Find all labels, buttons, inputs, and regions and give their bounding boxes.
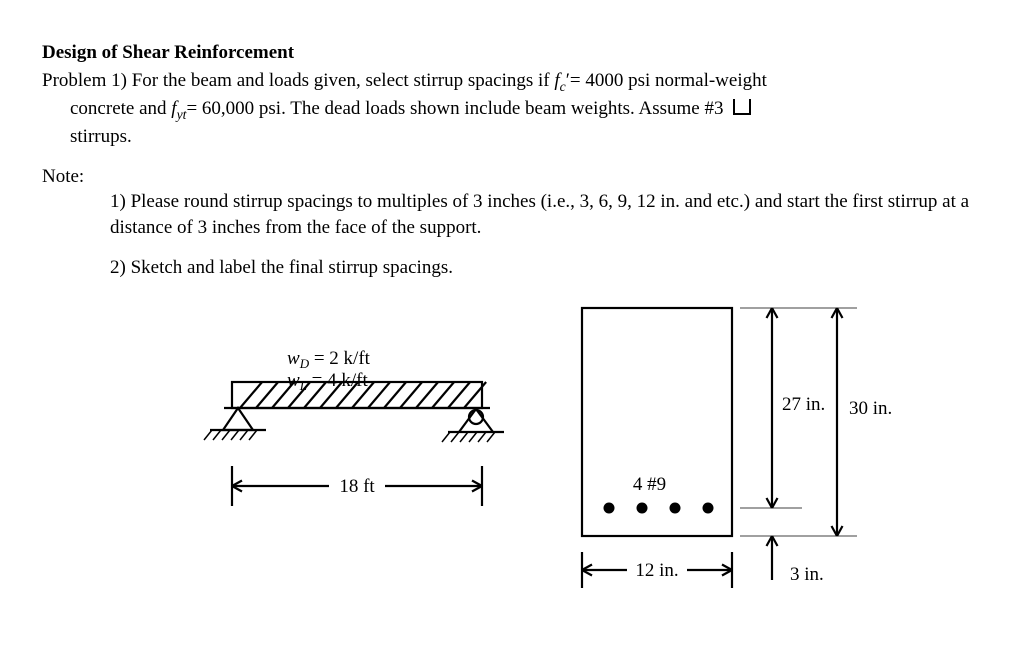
note-2: 2) Sketch and label the final stirrup sp… (110, 255, 982, 281)
svg-text:27 in.: 27 in. (782, 394, 825, 415)
problem-line3: stirrups. (70, 124, 982, 150)
problem-lead: Problem 1) For the beam and loads given,… (42, 70, 554, 91)
note-1: 1) Please round stirrup spacings to mult… (110, 189, 982, 240)
fyt-sub: yt (177, 107, 187, 122)
page-title: Design of Shear Reinforcement (42, 40, 982, 66)
svg-text:4 #9: 4 #9 (633, 474, 666, 495)
diagram-area: wD = 2 k/ftwL = 4 k/ft18 ft4 #912 in.27 … (42, 298, 982, 618)
svg-text:30 in.: 30 in. (849, 398, 892, 419)
svg-text:wD = 2 k/ft: wD = 2 k/ft (287, 348, 371, 371)
svg-text:12 in.: 12 in. (635, 560, 678, 581)
u-stirrup-icon (733, 99, 751, 115)
note-body: 1) Please round stirrup spacings to mult… (42, 189, 982, 280)
fc-eq: = 4000 psi normal-weight (570, 70, 767, 91)
fyt-eq: = 60,000 psi. The dead loads shown inclu… (186, 98, 728, 119)
svg-text:18 ft: 18 ft (339, 476, 375, 497)
problem-statement: Problem 1) For the beam and loads given,… (42, 68, 982, 150)
note-label: Note: (42, 164, 982, 190)
svg-text:3 in.: 3 in. (790, 564, 824, 585)
problem-line2-pre: concrete and (70, 98, 171, 119)
